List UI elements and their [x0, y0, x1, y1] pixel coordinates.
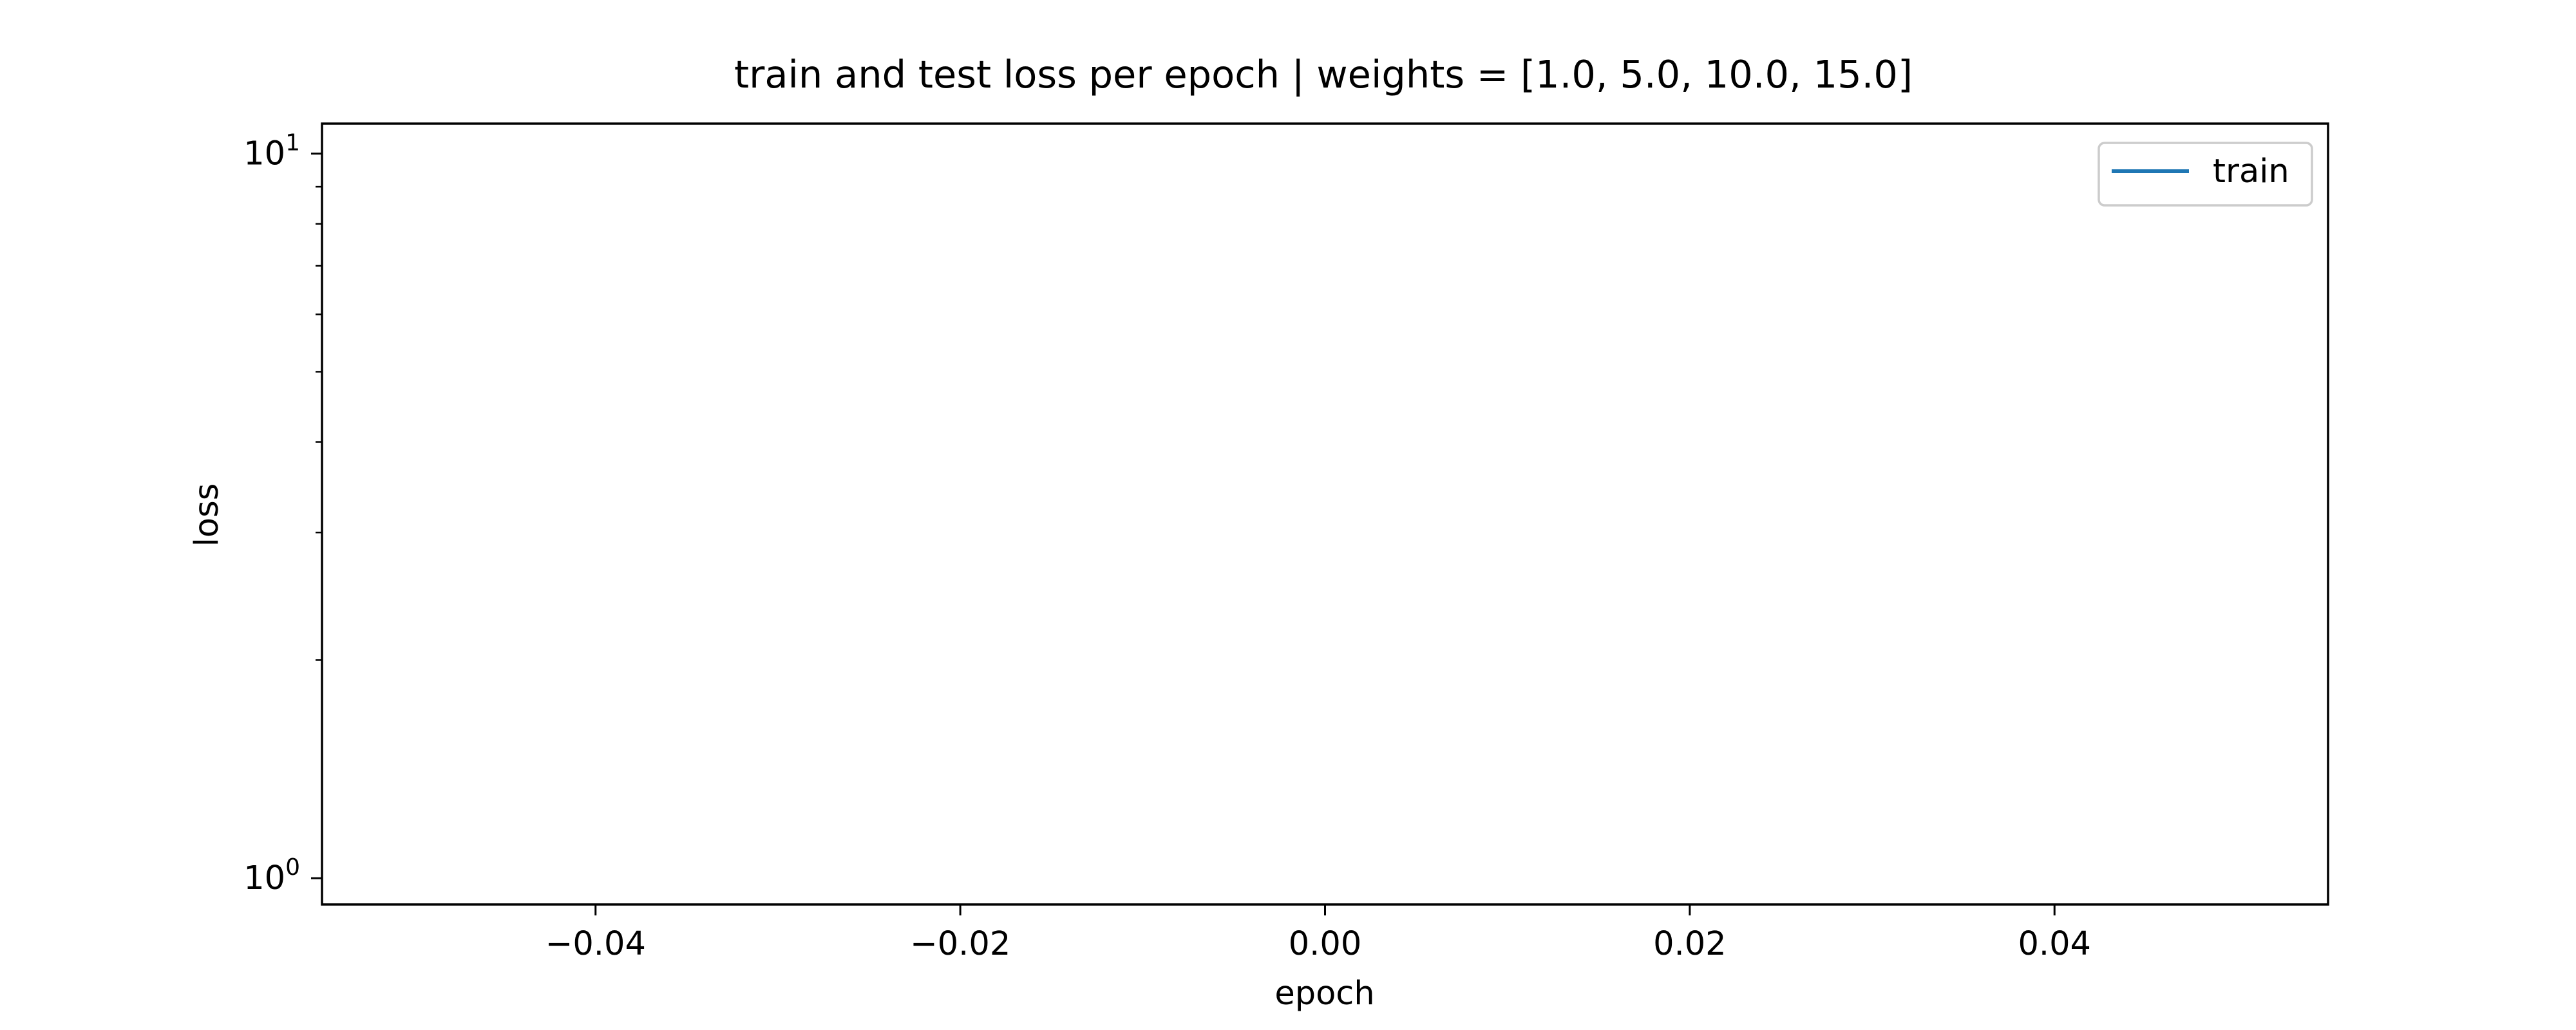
- x-axis-ticks: −0.04 −0.02 0.00 0.02 0.04: [545, 904, 2091, 963]
- y-tick-label: 100: [243, 854, 300, 897]
- x-axis-label: epoch: [1274, 975, 1374, 1013]
- legend: train: [2098, 142, 2313, 207]
- y-axis-label: loss: [188, 483, 226, 547]
- x-tick-label: 0.04: [2018, 925, 2091, 963]
- legend-train-label: train: [2213, 153, 2289, 191]
- legend-box: [2098, 142, 2313, 207]
- chart-title: train and test loss per epoch | weights …: [734, 52, 1913, 97]
- x-tick-label: 0.00: [1289, 925, 1362, 963]
- y-tick-label-exponent: 1: [285, 130, 300, 156]
- y-tick-label-exponent: 0: [285, 854, 300, 881]
- y-tick-label-base: 10: [243, 859, 285, 897]
- y-tick-label-base: 10: [243, 135, 285, 173]
- x-tick-label: −0.04: [545, 925, 646, 963]
- x-tick-label: 0.02: [1653, 925, 1727, 963]
- y-tick-label: 101: [243, 130, 300, 173]
- x-tick-label: −0.02: [910, 925, 1010, 963]
